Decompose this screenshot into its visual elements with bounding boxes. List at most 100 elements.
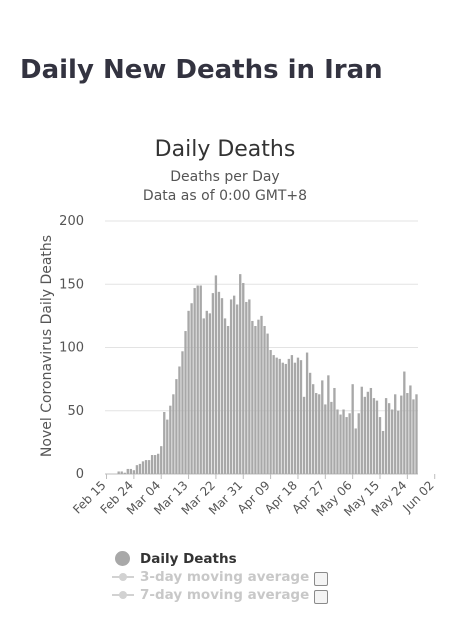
bar[interactable] xyxy=(239,274,242,474)
bar[interactable] xyxy=(266,333,269,474)
bar[interactable] xyxy=(375,400,379,474)
bar[interactable] xyxy=(190,303,193,474)
bar[interactable] xyxy=(144,460,148,474)
bar[interactable] xyxy=(397,410,400,474)
bar[interactable] xyxy=(351,384,354,474)
bar[interactable] xyxy=(236,304,239,474)
bar[interactable] xyxy=(308,372,312,474)
bar[interactable] xyxy=(403,371,406,474)
bar[interactable] xyxy=(275,357,278,474)
bar[interactable] xyxy=(157,453,160,474)
bar[interactable] xyxy=(217,291,221,474)
legend-item-7-day-moving-average[interactable]: 7-day moving average xyxy=(112,586,309,604)
bar[interactable] xyxy=(378,417,382,474)
bar[interactable] xyxy=(254,325,257,474)
bar[interactable] xyxy=(193,288,196,474)
bar[interactable] xyxy=(220,298,224,474)
bar[interactable] xyxy=(412,399,415,474)
bar[interactable] xyxy=(163,412,166,474)
bar[interactable] xyxy=(342,409,345,474)
bar[interactable] xyxy=(296,357,300,474)
bar[interactable] xyxy=(208,313,212,474)
bar[interactable] xyxy=(251,320,254,474)
bar[interactable] xyxy=(284,363,287,474)
legend-item-3-day-moving-average[interactable]: 3-day moving average xyxy=(112,568,309,586)
bar[interactable] xyxy=(372,398,376,474)
bar[interactable] xyxy=(381,430,385,474)
bar[interactable] xyxy=(117,471,120,474)
bar[interactable] xyxy=(132,470,136,474)
bar[interactable] xyxy=(229,299,233,474)
bar[interactable] xyxy=(260,315,263,474)
bar[interactable] xyxy=(272,355,275,474)
bar[interactable] xyxy=(187,310,190,474)
bar[interactable] xyxy=(169,405,172,474)
bar[interactable] xyxy=(293,362,297,474)
bar[interactable] xyxy=(318,394,321,474)
bar[interactable] xyxy=(202,318,205,474)
bar[interactable] xyxy=(126,468,129,474)
bar[interactable] xyxy=(391,409,394,474)
bar[interactable] xyxy=(339,414,342,474)
bar[interactable] xyxy=(248,299,251,474)
bar[interactable] xyxy=(415,394,418,474)
bar[interactable] xyxy=(366,391,370,474)
bar[interactable] xyxy=(160,446,163,474)
bar[interactable] xyxy=(205,310,208,474)
bar[interactable] xyxy=(305,352,309,474)
bar[interactable] xyxy=(281,362,284,474)
bar[interactable] xyxy=(299,360,303,474)
bar[interactable] xyxy=(327,375,330,474)
bar[interactable] xyxy=(245,301,248,474)
bar[interactable] xyxy=(138,463,142,474)
bar[interactable] xyxy=(354,428,357,474)
bar[interactable] xyxy=(257,319,260,474)
bar[interactable] xyxy=(348,413,351,474)
bar[interactable] xyxy=(394,394,397,474)
bar[interactable] xyxy=(232,295,236,474)
checkbox-7-day-moving-average[interactable] xyxy=(314,590,328,604)
bar[interactable] xyxy=(123,472,126,474)
bar[interactable] xyxy=(363,396,366,474)
bar[interactable] xyxy=(409,385,412,474)
bar[interactable] xyxy=(172,394,175,474)
bar[interactable] xyxy=(181,351,184,474)
bar[interactable] xyxy=(278,358,281,474)
bar[interactable] xyxy=(384,398,388,474)
bar[interactable] xyxy=(211,293,215,474)
bar[interactable] xyxy=(321,380,324,474)
bar[interactable] xyxy=(150,455,154,474)
bar[interactable] xyxy=(214,275,218,474)
legend-item-daily-deaths[interactable]: Daily Deaths xyxy=(112,550,237,568)
bar[interactable] xyxy=(178,366,181,474)
bar[interactable] xyxy=(369,387,373,474)
bar[interactable] xyxy=(336,409,339,474)
bar[interactable] xyxy=(199,285,202,474)
bar[interactable] xyxy=(311,384,315,474)
bar[interactable] xyxy=(387,403,391,474)
bar[interactable] xyxy=(135,465,139,474)
bar[interactable] xyxy=(184,331,187,474)
bar[interactable] xyxy=(223,318,227,474)
bar[interactable] xyxy=(166,419,169,474)
bar[interactable] xyxy=(141,461,145,474)
bar[interactable] xyxy=(357,413,360,474)
bar[interactable] xyxy=(302,396,306,474)
bar[interactable] xyxy=(196,285,199,474)
bar[interactable] xyxy=(330,401,333,474)
bar[interactable] xyxy=(242,282,245,474)
bar[interactable] xyxy=(175,379,178,474)
bar[interactable] xyxy=(315,393,318,474)
bar[interactable] xyxy=(324,404,327,474)
bar[interactable] xyxy=(120,471,123,474)
bar[interactable] xyxy=(400,395,403,474)
bar[interactable] xyxy=(406,393,409,474)
bar[interactable] xyxy=(129,468,132,474)
bar[interactable] xyxy=(147,460,151,474)
bar[interactable] xyxy=(290,355,294,474)
bar[interactable] xyxy=(287,358,291,474)
bar[interactable] xyxy=(333,387,336,474)
bar[interactable] xyxy=(360,386,363,474)
checkbox-3-day-moving-average[interactable] xyxy=(314,572,328,586)
bar[interactable] xyxy=(153,455,157,474)
